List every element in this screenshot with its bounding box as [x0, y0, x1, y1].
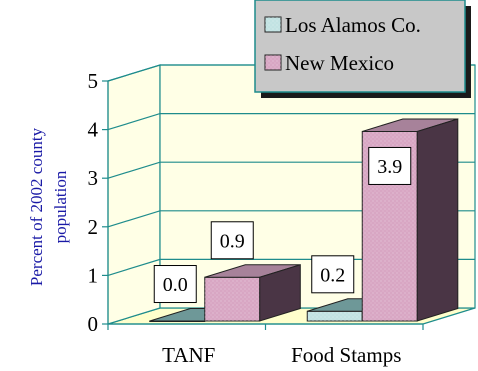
legend-swatch-texture [265, 55, 281, 70]
gridline [107, 112, 475, 131]
data-label: 3.9 [377, 156, 402, 178]
legend-label: New Mexico [285, 51, 394, 75]
data-label-box [153, 265, 197, 304]
bar-side [416, 118, 459, 322]
axis-group: 0 1 2 3 4 5 TANF Food Stamps Percent of 2002 cou… [27, 69, 424, 367]
data-labels-group: 0.0 0.9 0.2 3.9 [153, 146, 412, 304]
legend-label: Los Alamos Co. [285, 13, 421, 37]
data-label: 0.0 [163, 274, 188, 296]
y-axis-label: Percent of 2002 county [27, 127, 46, 286]
bar-side [259, 264, 301, 322]
data-label: 0.9 [220, 230, 245, 252]
y-tick-label: 4 [88, 118, 99, 142]
bar-texture [307, 311, 363, 321]
data-label-box [368, 146, 412, 185]
data-label: 0.2 [320, 264, 345, 286]
chart-side-wall [107, 64, 161, 325]
legend-box [254, 0, 466, 93]
legend: Los Alamos Co. New Mexico [254, 0, 471, 98]
y-tick-label: 3 [88, 166, 99, 190]
x-tick-label: Food Stamps [291, 343, 401, 367]
bar-texture [204, 277, 260, 321]
y-tick-label: 2 [88, 215, 99, 239]
y-tick-label: 1 [88, 263, 99, 287]
x-tick-label: TANF [162, 343, 215, 367]
data-label-box [311, 255, 355, 294]
data-label-box [210, 221, 254, 260]
y-tick-label: 0 [88, 312, 99, 336]
y-tick-label: 5 [88, 69, 99, 93]
legend-swatch-texture [265, 17, 281, 32]
y-axis-label: population [51, 170, 70, 243]
